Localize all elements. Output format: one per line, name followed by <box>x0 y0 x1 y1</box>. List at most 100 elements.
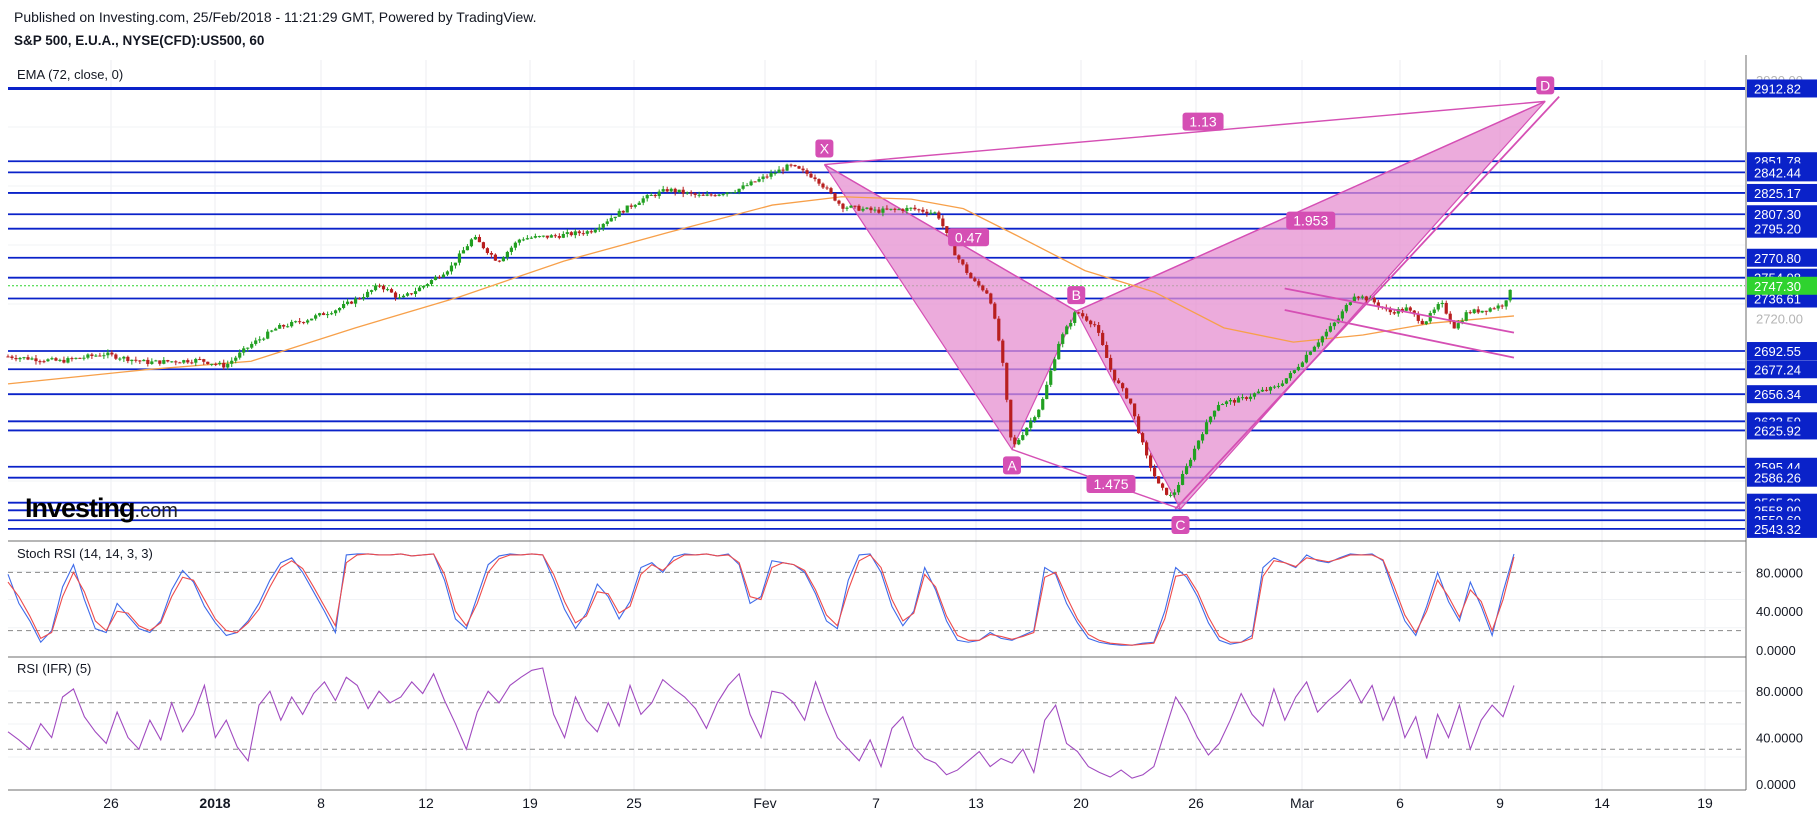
candle-body <box>1204 422 1209 435</box>
candle-body <box>737 188 741 193</box>
candle-body <box>381 285 386 290</box>
candle-body <box>286 326 290 328</box>
candle-body <box>26 357 30 360</box>
candle-body <box>557 236 561 238</box>
candle-body <box>14 358 18 360</box>
candle-body <box>1308 351 1313 355</box>
candle-body <box>1172 492 1177 495</box>
candle-body <box>441 274 446 278</box>
candle-body <box>134 359 138 361</box>
candle-body <box>86 354 90 358</box>
candle-body <box>409 293 414 295</box>
candle-body <box>1352 296 1356 303</box>
ratio-label: 0.47 <box>955 229 982 245</box>
candle-body <box>50 358 54 360</box>
candle-body <box>170 361 174 363</box>
candle-body <box>1452 321 1456 329</box>
candle-body <box>873 209 877 211</box>
candle-body <box>114 354 118 359</box>
candle-body <box>797 166 801 169</box>
candle-body <box>234 357 238 361</box>
candle-body <box>1109 357 1113 370</box>
candle-body <box>106 352 110 356</box>
ema-line <box>7 196 1515 385</box>
price-axis-label: 2656.34 <box>1754 387 1801 402</box>
xab-triangle <box>823 164 1078 451</box>
candle-body <box>62 359 66 363</box>
candle-body <box>1077 312 1081 314</box>
candle-body <box>617 210 621 217</box>
price-tag-bg <box>1747 360 1817 379</box>
candle-body <box>318 313 322 316</box>
candle-body <box>1037 409 1041 418</box>
candle-body <box>322 313 326 316</box>
candle-body <box>973 278 977 282</box>
oscillator-axis-label: 40.0000 <box>1756 604 1803 619</box>
candle-body <box>961 259 965 265</box>
point-label-d-bg <box>1536 76 1555 95</box>
candle-body <box>282 324 286 327</box>
candle-body <box>665 189 669 192</box>
candle-body <box>1328 326 1332 332</box>
candle-body <box>1188 459 1193 467</box>
candle-body <box>1005 362 1009 400</box>
candle-body <box>118 358 122 360</box>
ema-curve <box>7 196 1515 385</box>
candle-body <box>326 314 330 316</box>
pane-frames <box>8 55 1747 791</box>
candle-body <box>729 192 733 194</box>
candle-body <box>142 359 146 362</box>
candle-body <box>473 236 478 240</box>
candle-body <box>477 236 482 243</box>
oscillator-axis-label: 0.0000 <box>1756 643 1796 658</box>
point-label-a-bg <box>1002 456 1021 475</box>
candle-body <box>94 355 98 357</box>
candle-body <box>361 296 366 299</box>
candle-body <box>1256 391 1261 394</box>
price-tag-bg <box>1747 163 1817 182</box>
time-axis-label: 9 <box>1496 795 1504 811</box>
candle-body <box>801 168 805 171</box>
symbol-title: S&P 500, E.U.A., NYSE(CFD):US500, 60 <box>14 33 265 48</box>
candle-body <box>1280 383 1285 386</box>
candle-body <box>1304 354 1309 363</box>
candle-body <box>262 338 266 340</box>
pattern-leg <box>824 100 1546 166</box>
candle-body <box>497 260 501 262</box>
candle-body <box>521 239 525 241</box>
candle-body <box>545 235 549 238</box>
candle-body <box>549 235 553 238</box>
price-tag-bg <box>1747 205 1817 224</box>
candle-body <box>1117 380 1121 384</box>
candle-body <box>865 207 869 209</box>
last-price-label: 2747.30 <box>1754 279 1801 294</box>
price-axis-label: 2625.92 <box>1754 423 1801 438</box>
candle-body <box>845 207 849 209</box>
candle-body <box>349 301 354 304</box>
last-price-tag-bg <box>1747 276 1817 295</box>
candle-body <box>150 361 154 365</box>
candle-body <box>861 208 865 211</box>
candle-body <box>182 360 186 363</box>
candle-body <box>657 191 661 197</box>
candle-body <box>929 212 933 214</box>
candle-body <box>42 361 46 363</box>
candle-body <box>721 194 725 196</box>
candle-body <box>965 264 969 273</box>
candle-body <box>385 289 390 291</box>
candle-body <box>461 250 466 254</box>
candle-body <box>314 315 318 319</box>
candle-body <box>298 321 302 323</box>
candle-body <box>1320 336 1324 343</box>
candle-body <box>98 355 102 357</box>
candle-body <box>877 209 881 213</box>
candle-body <box>453 262 458 266</box>
candle-body <box>649 194 653 196</box>
candle-body <box>457 253 462 263</box>
candle-body <box>513 242 517 248</box>
price-tag-bg <box>1747 385 1817 404</box>
candle-body <box>178 362 182 364</box>
candle-body <box>553 235 557 237</box>
candle-body <box>1488 308 1492 312</box>
